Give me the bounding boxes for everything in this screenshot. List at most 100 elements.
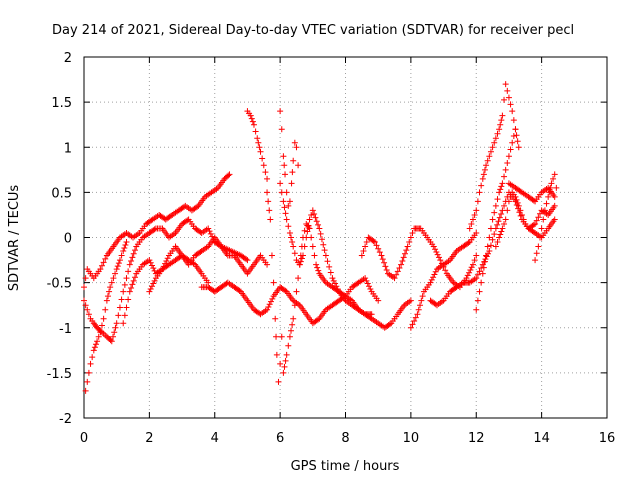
series-track-4 [120, 234, 271, 327]
data-point [541, 207, 548, 214]
data-point [264, 306, 271, 313]
data-point [207, 230, 214, 237]
data-point [463, 275, 470, 282]
data-point [114, 263, 121, 270]
data-point [505, 153, 512, 160]
data-point [469, 261, 476, 268]
data-point [116, 257, 123, 264]
y-tick-labels: -2 -1.5 -1 -0.5 0 0.5 1 1.5 2 [47, 51, 72, 427]
data-point [330, 277, 337, 284]
data-point [265, 303, 272, 310]
data-point [484, 157, 491, 164]
data-point [278, 189, 285, 196]
data-point [84, 378, 91, 385]
data-point [130, 250, 137, 257]
data-point [409, 229, 416, 236]
data-point [322, 252, 329, 259]
data-point [538, 225, 545, 232]
data-point [255, 139, 262, 146]
data-point [378, 252, 385, 259]
data-point [123, 304, 130, 311]
data-point [473, 252, 480, 259]
data-point [125, 296, 132, 303]
data-point [504, 87, 511, 94]
y-tick-label: -0.5 [47, 277, 72, 292]
data-point [131, 274, 138, 281]
data-point [281, 363, 288, 370]
data-point [480, 264, 487, 271]
data-point [272, 315, 279, 322]
data-point [481, 166, 488, 173]
data-point [496, 214, 503, 221]
data-point [419, 293, 426, 300]
data-point [471, 257, 478, 264]
data-point [327, 269, 334, 276]
data-point [533, 217, 540, 224]
data-point [497, 231, 504, 238]
data-point [301, 227, 308, 234]
data-point [553, 184, 560, 191]
data-point [533, 250, 540, 257]
data-point [107, 284, 114, 291]
data-point [290, 315, 297, 322]
data-point [285, 342, 292, 349]
data-point [476, 268, 483, 275]
data-point [399, 257, 406, 264]
data-point [530, 197, 537, 204]
data-point [98, 322, 105, 329]
data-point [412, 314, 419, 321]
data-point [499, 180, 506, 187]
data-point [536, 210, 543, 217]
data-point [489, 216, 496, 223]
data-point [430, 274, 437, 281]
series-track-6 [198, 279, 414, 331]
data-point [269, 295, 276, 302]
data-point [498, 211, 505, 218]
data-point [315, 316, 322, 323]
data-point [474, 271, 481, 278]
data-point [370, 238, 377, 245]
data-point [147, 285, 154, 292]
data-point [281, 162, 288, 169]
data-point [313, 261, 320, 268]
data-point [394, 268, 401, 275]
data-point [333, 283, 340, 290]
data-point [483, 253, 490, 260]
data-point [476, 189, 483, 196]
chart-title: Day 214 of 2021, Sidereal Day-to-day VTE… [52, 23, 574, 38]
data-point [100, 259, 107, 266]
data-point [517, 207, 524, 214]
data-point [496, 234, 503, 241]
data-point [315, 221, 322, 228]
series-track-9 [277, 108, 302, 209]
data-point [311, 252, 318, 259]
data-point [91, 344, 98, 351]
x-tick-label: 16 [599, 431, 616, 446]
data-point [431, 271, 438, 278]
data-point [543, 200, 550, 207]
data-point [492, 202, 499, 209]
data-point [492, 135, 499, 142]
data-point [111, 329, 118, 336]
data-point [383, 266, 390, 273]
y-tick-label: 1 [64, 141, 72, 156]
data-point [491, 139, 498, 146]
data-point [505, 94, 512, 101]
data-point [512, 193, 519, 200]
data-point [126, 261, 133, 268]
data-point [282, 357, 289, 364]
data-point [115, 260, 122, 267]
data-point [194, 203, 201, 210]
data-point [496, 126, 503, 133]
data-point [267, 298, 274, 305]
data-point [483, 252, 490, 259]
data-point [489, 236, 496, 243]
data-point [131, 247, 138, 254]
series-track-7 [244, 108, 271, 182]
data-point [286, 333, 293, 340]
data-point [85, 369, 92, 376]
data-point [286, 229, 293, 236]
x-tick-label: 14 [533, 431, 550, 446]
data-point [501, 173, 508, 180]
